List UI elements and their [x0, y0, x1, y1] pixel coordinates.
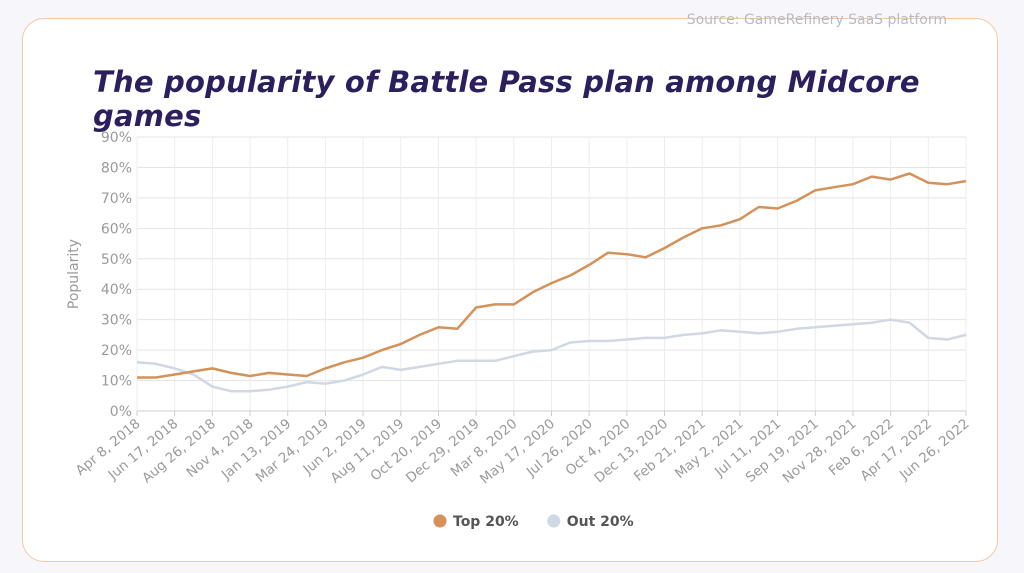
y-tick-label: 70% — [101, 191, 132, 207]
y-tick-label: 50% — [101, 252, 132, 268]
series-line — [136, 318, 967, 393]
source-note: Source: GameRefinery SaaS platform — [686, 12, 947, 28]
y-axis-label: Popularity — [66, 239, 82, 309]
legend-label: Out 20% — [567, 514, 634, 530]
y-tick-label: 20% — [101, 343, 132, 359]
legend-marker — [547, 514, 561, 528]
y-tick-label: 40% — [101, 282, 132, 298]
y-tick-label: 10% — [101, 374, 132, 390]
legend-label: Top 20% — [453, 514, 519, 530]
chart-title: The popularity of Battle Pass plan among… — [93, 65, 920, 133]
y-tick-label: 60% — [101, 221, 132, 237]
y-tick-label: 30% — [101, 313, 132, 329]
y-tick-label: 0% — [110, 404, 132, 420]
series-line — [137, 172, 967, 379]
y-tick-label: 90% — [101, 130, 132, 146]
legend-marker — [433, 514, 447, 528]
card: Source: GameRefinery SaaS platform The p… — [22, 12, 998, 562]
y-tick-label: 80% — [101, 160, 132, 176]
